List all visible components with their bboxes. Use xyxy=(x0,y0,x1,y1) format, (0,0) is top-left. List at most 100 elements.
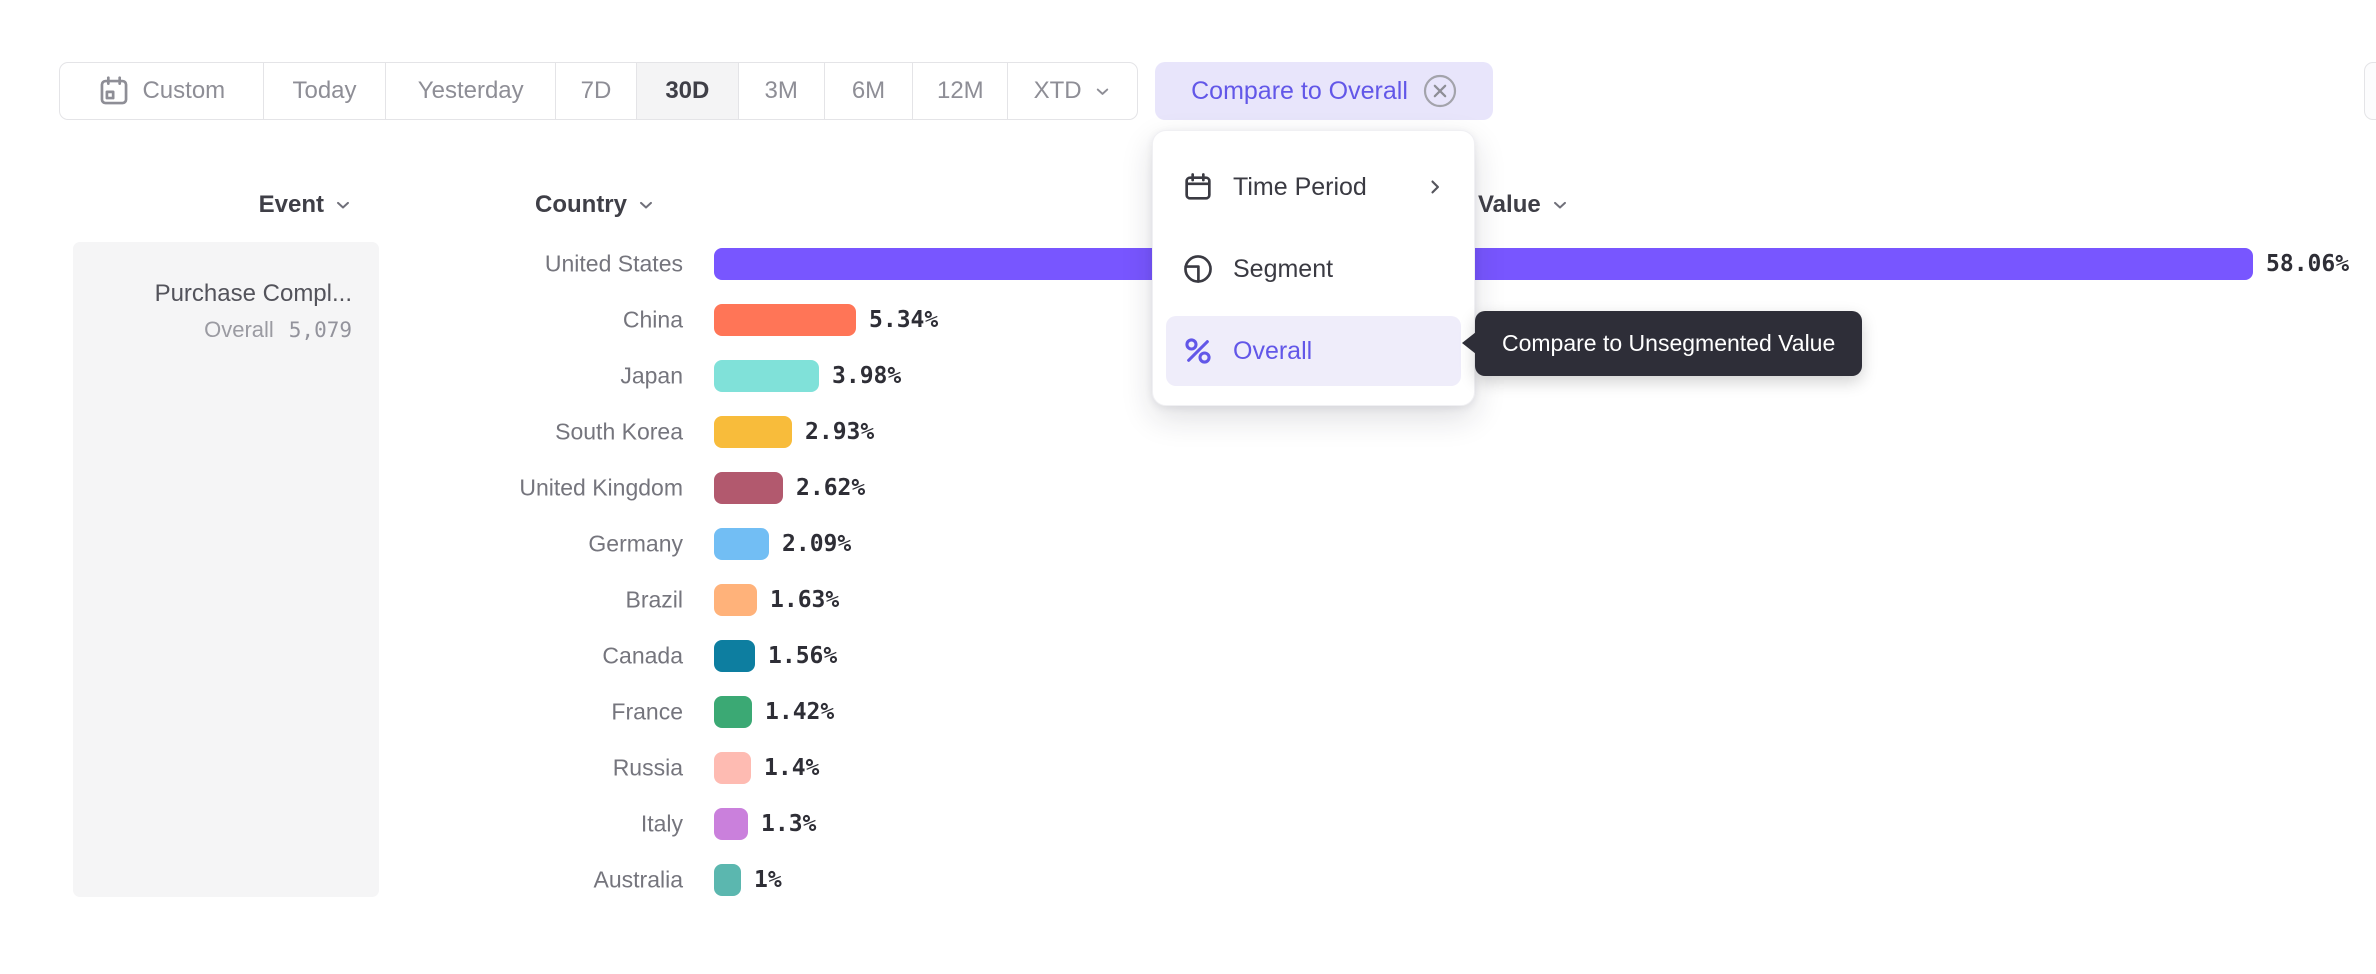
percent-icon xyxy=(1182,335,1214,367)
bar-france[interactable] xyxy=(714,696,752,728)
bar-united-states[interactable] xyxy=(714,248,2253,280)
country-label-france: France xyxy=(611,698,683,725)
country-label-south-korea: South Korea xyxy=(555,418,683,445)
date-range-xtd[interactable]: XTD xyxy=(1008,63,1137,119)
date-range-label: 7D xyxy=(580,77,612,104)
menu-item-time-period[interactable]: Time Period xyxy=(1153,146,1474,228)
country-label-united-kingdom: United Kingdom xyxy=(519,474,683,501)
chevron-down-icon xyxy=(337,201,349,209)
value-column-header[interactable]: Value xyxy=(1478,191,1570,219)
chart-row-italy: Italy 1.3% xyxy=(0,796,2376,852)
chart-row-japan: Japan 3.98% xyxy=(0,348,2376,404)
date-range-12m[interactable]: 12M xyxy=(913,63,1009,119)
event-header-label: Event xyxy=(258,191,324,218)
country-column-header[interactable]: Country xyxy=(535,191,656,219)
value-label-china: 5.34% xyxy=(869,307,939,333)
chart-row-germany: Germany 2.09% xyxy=(0,516,2376,572)
date-range-today[interactable]: Today xyxy=(264,63,387,119)
date-range-label: Yesterday xyxy=(417,77,524,104)
country-label-germany: Germany xyxy=(588,530,683,557)
value-label-south-korea: 2.93% xyxy=(805,419,875,445)
date-range-label: Custom xyxy=(142,77,226,104)
overall-value: 5,079 xyxy=(288,318,352,342)
date-range-custom[interactable]: Custom xyxy=(60,63,264,119)
country-label-russia: Russia xyxy=(612,754,683,781)
date-range-toolbar: Custom Today Yesterday 7D 30D 3M 6M 12M … xyxy=(59,62,1138,120)
value-label-germany: 2.09% xyxy=(782,531,852,557)
date-range-30d[interactable]: 30D xyxy=(636,63,739,119)
date-range-label: 6M xyxy=(851,77,886,104)
tooltip-arrow-left xyxy=(1462,332,1476,354)
chevron-right-icon xyxy=(1425,177,1445,197)
date-range-label: 3M xyxy=(764,77,798,104)
overall-label: Overall xyxy=(204,317,274,342)
value-label-australia: 1% xyxy=(754,867,782,893)
value-header-label: Value xyxy=(1478,191,1541,218)
bar-italy[interactable] xyxy=(714,808,748,840)
bar-china[interactable] xyxy=(714,304,856,336)
country-label-canada: Canada xyxy=(602,642,683,669)
event-title: Purchase Compl... xyxy=(154,280,352,307)
bar-south-korea[interactable] xyxy=(714,416,792,448)
menu-item-segment[interactable]: Segment xyxy=(1153,228,1474,310)
chart-row-russia: Russia 1.4% xyxy=(0,740,2376,796)
compare-to-overall-chip[interactable]: Compare to Overall xyxy=(1155,62,1493,120)
date-range-6m[interactable]: 6M xyxy=(825,63,914,119)
country-label-china: China xyxy=(622,306,683,333)
country-header-label: Country xyxy=(535,191,627,218)
segment-icon xyxy=(1182,253,1214,285)
value-label-united-kingdom: 2.62% xyxy=(796,475,866,501)
tooltip-text: Compare to Unsegmented Value xyxy=(1502,330,1836,356)
value-label-united-states: 58.06% xyxy=(2266,251,2350,277)
bar-australia[interactable] xyxy=(714,864,741,896)
compare-dropdown-menu: Time Period Segment xyxy=(1152,130,1475,406)
country-label-brazil: Brazil xyxy=(625,586,683,613)
clipped-edge-button[interactable] xyxy=(2364,62,2376,120)
chart-row-united-states: United States 58.06% xyxy=(0,236,2376,292)
country-label-japan: Japan xyxy=(620,362,683,389)
date-range-label: 12M xyxy=(936,77,984,104)
chart-row-australia: Australia 1% xyxy=(0,852,2376,908)
value-label-france: 1.42% xyxy=(765,699,835,725)
country-label-australia: Australia xyxy=(593,866,683,893)
chevron-down-icon xyxy=(640,201,652,209)
date-range-3m[interactable]: 3M xyxy=(739,63,825,119)
date-range-label: XTD xyxy=(1033,77,1082,104)
chevron-down-icon xyxy=(1553,201,1566,209)
menu-item-label: Overall xyxy=(1233,336,1313,365)
date-range-7d[interactable]: 7D xyxy=(556,63,637,119)
chart-row-united-kingdom: United Kingdom 2.62% xyxy=(0,460,2376,516)
calendar-icon xyxy=(101,76,128,105)
menu-item-label: Time Period xyxy=(1233,172,1367,201)
calendar-icon xyxy=(1182,171,1214,203)
event-card-purchase-completed[interactable]: Purchase Compl... Overall 5,079 xyxy=(73,242,379,897)
event-column-header[interactable]: Event xyxy=(259,191,353,219)
date-range-yesterday[interactable]: Yesterday xyxy=(386,63,557,119)
tooltip: Compare to Unsegmented Value xyxy=(1462,311,1863,376)
chart-row-south-korea: South Korea 2.93% xyxy=(0,404,2376,460)
compare-chip-label: Compare to Overall xyxy=(1191,76,1408,105)
value-label-brazil: 1.63% xyxy=(770,587,840,613)
chevron-down-icon xyxy=(1096,88,1108,95)
menu-item-label: Segment xyxy=(1233,254,1334,283)
bar-germany[interactable] xyxy=(714,528,769,560)
chart-row-canada: Canada 1.56% xyxy=(0,628,2376,684)
value-label-canada: 1.56% xyxy=(768,643,838,669)
value-label-italy: 1.3% xyxy=(761,811,817,837)
remove-compare-icon[interactable] xyxy=(1423,74,1457,108)
bar-canada[interactable] xyxy=(714,640,755,672)
country-label-united-states: United States xyxy=(544,250,683,277)
bar-chart: United States 58.06% China 5.34% Japan 3… xyxy=(0,236,2376,916)
date-range-label: Today xyxy=(292,77,357,104)
bar-united-kingdom[interactable] xyxy=(714,472,783,504)
chart-row-brazil: Brazil 1.63% xyxy=(0,572,2376,628)
bar-japan[interactable] xyxy=(714,360,819,392)
chart-row-china: China 5.34% xyxy=(0,292,2376,348)
bar-brazil[interactable] xyxy=(714,584,757,616)
bar-russia[interactable] xyxy=(714,752,751,784)
event-overall-row: Overall 5,079 xyxy=(73,317,352,343)
country-label-italy: Italy xyxy=(640,810,683,837)
date-range-label: 30D xyxy=(665,77,710,104)
menu-item-overall[interactable]: Overall xyxy=(1153,310,1474,392)
